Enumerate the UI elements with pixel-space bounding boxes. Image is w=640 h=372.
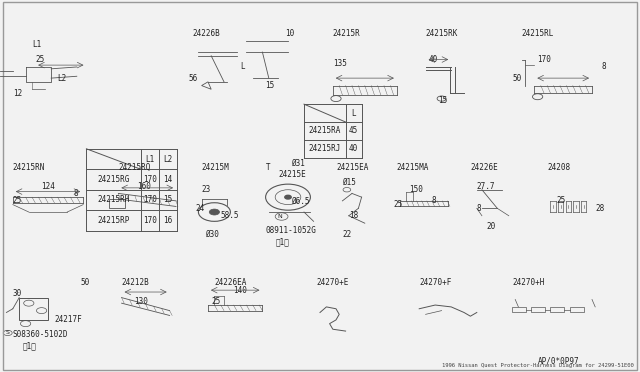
Text: 24270+E: 24270+E bbox=[317, 278, 349, 287]
Bar bbox=[19, 298, 48, 320]
Text: 56: 56 bbox=[189, 74, 198, 83]
Text: 25: 25 bbox=[211, 297, 220, 306]
Text: 24212B: 24212B bbox=[122, 278, 149, 287]
Text: 8: 8 bbox=[74, 189, 78, 198]
Text: 24270+F: 24270+F bbox=[419, 278, 452, 287]
Text: 24215RN: 24215RN bbox=[13, 163, 45, 172]
Text: 24226B: 24226B bbox=[192, 29, 220, 38]
Text: 25: 25 bbox=[35, 55, 44, 64]
Text: 24215RJ: 24215RJ bbox=[308, 144, 341, 153]
Text: 24215E: 24215E bbox=[278, 170, 306, 179]
Text: Ø6.5: Ø6.5 bbox=[291, 196, 310, 205]
Text: 14: 14 bbox=[163, 175, 172, 184]
Text: 24215EA: 24215EA bbox=[336, 163, 369, 172]
Text: 15: 15 bbox=[266, 81, 275, 90]
Text: Ø15: Ø15 bbox=[342, 178, 356, 187]
Circle shape bbox=[209, 209, 220, 215]
Text: 50: 50 bbox=[80, 278, 89, 287]
Text: 24215R: 24215R bbox=[333, 29, 360, 38]
Text: L: L bbox=[351, 109, 356, 118]
Text: 40: 40 bbox=[349, 144, 358, 153]
Text: 24215M: 24215M bbox=[202, 163, 229, 172]
Text: 24215RG: 24215RG bbox=[97, 175, 130, 184]
Text: 170: 170 bbox=[143, 195, 157, 205]
Text: L: L bbox=[240, 62, 244, 71]
Text: 24215RP: 24215RP bbox=[97, 216, 130, 225]
Text: 08911-1052G: 08911-1052G bbox=[266, 226, 316, 235]
Text: 15: 15 bbox=[438, 96, 447, 105]
Text: 28: 28 bbox=[595, 204, 604, 213]
Text: 8: 8 bbox=[602, 62, 606, 71]
Text: Ø31: Ø31 bbox=[291, 159, 305, 168]
Text: L1: L1 bbox=[145, 154, 154, 164]
Text: 24226E: 24226E bbox=[470, 163, 498, 172]
Text: 150: 150 bbox=[410, 185, 424, 194]
Text: 25: 25 bbox=[557, 196, 566, 205]
Text: 30: 30 bbox=[13, 289, 22, 298]
Text: 135: 135 bbox=[333, 59, 347, 68]
Text: 45: 45 bbox=[349, 126, 358, 135]
Text: 22: 22 bbox=[342, 230, 351, 239]
Text: L1: L1 bbox=[32, 40, 41, 49]
Bar bbox=[531, 307, 545, 312]
Text: 170: 170 bbox=[538, 55, 552, 64]
Text: 10: 10 bbox=[285, 29, 294, 38]
Text: 8: 8 bbox=[432, 196, 436, 205]
Text: 170: 170 bbox=[143, 175, 157, 184]
Text: 24208: 24208 bbox=[547, 163, 570, 172]
Text: S08360-5102D: S08360-5102D bbox=[13, 330, 68, 339]
Text: AP/0*0P97: AP/0*0P97 bbox=[538, 356, 579, 365]
Text: 15: 15 bbox=[163, 195, 172, 205]
Text: T: T bbox=[266, 163, 270, 172]
Text: 50: 50 bbox=[512, 74, 521, 83]
Text: 24217F: 24217F bbox=[54, 315, 82, 324]
Text: 25: 25 bbox=[394, 200, 403, 209]
Text: 12: 12 bbox=[13, 89, 22, 97]
Text: 124: 124 bbox=[42, 182, 56, 190]
Text: L2: L2 bbox=[58, 74, 67, 83]
Text: 1996 Nissan Quest Protector-Harness Diagram for 24299-51E00: 1996 Nissan Quest Protector-Harness Diag… bbox=[442, 363, 634, 368]
Text: L2: L2 bbox=[163, 154, 172, 164]
Text: 24226EA: 24226EA bbox=[214, 278, 247, 287]
Text: 24215RA: 24215RA bbox=[308, 126, 341, 135]
Text: 160: 160 bbox=[138, 182, 152, 190]
Text: 140: 140 bbox=[234, 286, 248, 295]
Text: N: N bbox=[277, 214, 282, 219]
Text: 23: 23 bbox=[202, 185, 211, 194]
Bar bbox=[109, 199, 125, 208]
Text: （1）: （1） bbox=[275, 237, 289, 246]
Text: Ø30: Ø30 bbox=[205, 230, 219, 239]
Text: （1）: （1） bbox=[22, 341, 36, 350]
Text: 24215MA: 24215MA bbox=[397, 163, 429, 172]
Text: S: S bbox=[6, 330, 10, 336]
Text: 8: 8 bbox=[477, 204, 481, 213]
Text: 20: 20 bbox=[486, 222, 495, 231]
Bar bbox=[570, 307, 584, 312]
Text: 40: 40 bbox=[429, 55, 438, 64]
Bar bbox=[512, 307, 526, 312]
Text: 130: 130 bbox=[134, 297, 148, 306]
Text: 170: 170 bbox=[143, 216, 157, 225]
Text: 27.7: 27.7 bbox=[477, 182, 495, 190]
Text: 58.5: 58.5 bbox=[221, 211, 239, 220]
Text: 16: 16 bbox=[163, 216, 172, 225]
Bar bbox=[550, 307, 564, 312]
Text: 24215RL: 24215RL bbox=[522, 29, 554, 38]
Text: 24: 24 bbox=[195, 204, 204, 213]
Text: 24270+H: 24270+H bbox=[512, 278, 545, 287]
Circle shape bbox=[285, 195, 291, 199]
Text: 24215RQ: 24215RQ bbox=[118, 163, 151, 172]
Text: 24215RH: 24215RH bbox=[97, 195, 130, 205]
Text: 24215RK: 24215RK bbox=[426, 29, 458, 38]
Text: 25: 25 bbox=[13, 196, 22, 205]
Text: 18: 18 bbox=[349, 211, 358, 220]
